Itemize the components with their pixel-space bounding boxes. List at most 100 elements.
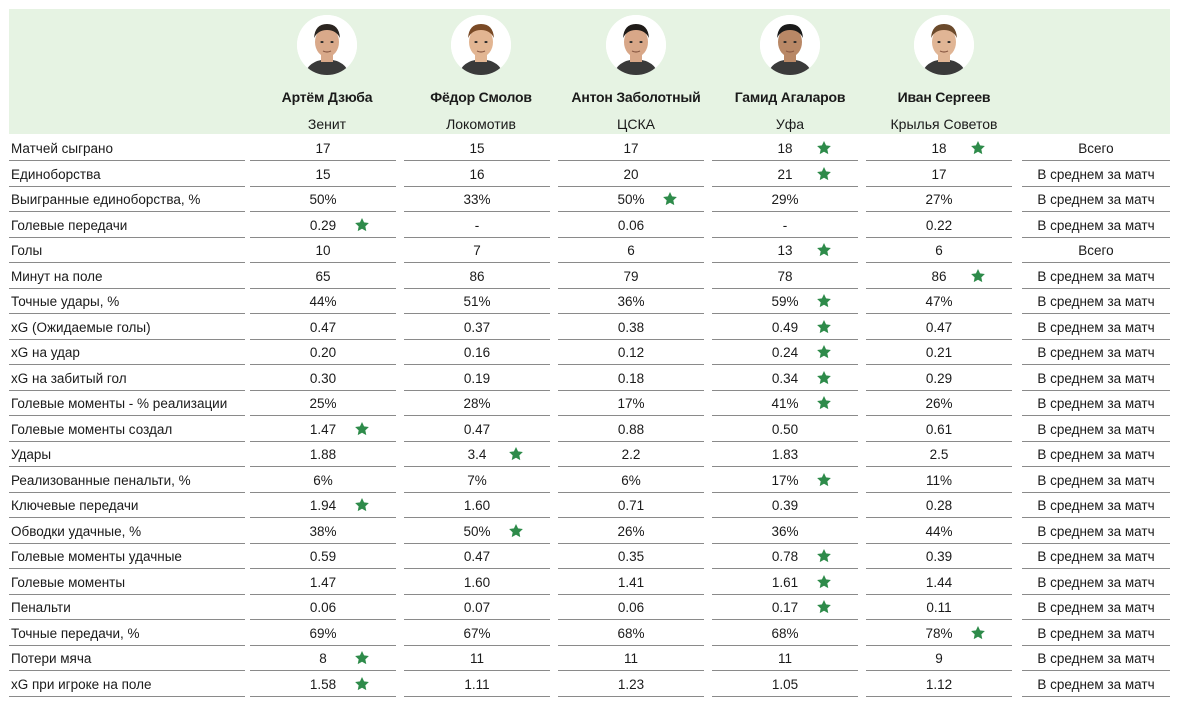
stat-value-cell: 11 <box>404 646 550 672</box>
stat-value: 27% <box>925 192 953 207</box>
stat-value-cell: 86 <box>866 264 1012 289</box>
table-row: Пенальти 0.06 0.07 0.06 0.17 0.11 В среднем за… <box>0 595 1178 621</box>
stats-table: Матчей сыграно 17 15 17 18 18 Всего Единоборств… <box>0 136 1178 697</box>
stat-value-cell: 6 <box>558 238 704 264</box>
stat-value-cell: 0.21 <box>866 340 1012 366</box>
stat-value: 0.18 <box>617 370 645 386</box>
stat-value-cell: 6% <box>558 468 704 493</box>
stat-value: 17 <box>315 141 331 156</box>
stat-value-cell: 9 <box>866 646 1012 672</box>
best-star-icon <box>816 598 832 614</box>
stat-value: 0.24 <box>771 345 799 360</box>
stat-label: Голы <box>9 238 245 264</box>
stat-value: 20 <box>623 166 639 182</box>
stat-label: Точные удары, % <box>9 289 245 315</box>
stat-value: 28% <box>463 396 491 411</box>
stat-value: 11 <box>469 651 484 666</box>
stat-value: 18 <box>931 141 947 156</box>
stat-value-cell: 0.29 <box>866 366 1012 391</box>
stat-value: 50% <box>309 192 337 207</box>
stat-value: 0.28 <box>925 498 953 513</box>
stat-value: 0.17 <box>771 600 799 615</box>
stat-value-cell: 59% <box>712 289 858 315</box>
stat-value-cell: 1.05 <box>712 672 858 697</box>
stat-value: 10 <box>315 243 331 258</box>
stat-value-cell: 18 <box>712 136 858 162</box>
stat-value-cell: 0.06 <box>558 213 704 238</box>
stat-value-cell: 67% <box>404 621 550 646</box>
stat-value: 0.39 <box>771 498 799 513</box>
stat-value-cell: 0.22 <box>866 213 1012 238</box>
stat-label: Обводки удачные, % <box>9 519 245 544</box>
stat-value-cell: 2.5 <box>866 442 1012 468</box>
stat-value-cell: 18 <box>866 136 1012 162</box>
stat-value: 26% <box>925 396 953 411</box>
stat-value-cell: 68% <box>712 621 858 646</box>
stat-value: 38% <box>309 523 337 539</box>
stat-value-cell: 38% <box>250 519 396 544</box>
stat-value: 33% <box>463 192 491 207</box>
stat-value: 1.41 <box>617 574 645 590</box>
stat-value: - <box>474 217 480 233</box>
stat-label: Голевые передачи <box>9 213 245 238</box>
stat-value: 78% <box>925 625 953 641</box>
stat-value-cell: 17 <box>558 136 704 162</box>
stat-value-cell: 0.47 <box>404 417 550 442</box>
stat-value-cell: 0.71 <box>558 493 704 519</box>
stat-value-cell: 51% <box>404 289 550 315</box>
player-club: Крылья Советов <box>890 116 998 132</box>
stat-value-cell: 0.47 <box>404 544 550 570</box>
stat-value-cell: 1.58 <box>250 672 396 697</box>
stat-value-cell: 36% <box>558 289 704 315</box>
player-name: Антон Заболотный <box>571 89 701 105</box>
stat-value-cell: 44% <box>250 289 396 315</box>
table-row: Голевые моменты - % реализации 25% 28% 17% 4… <box>0 391 1178 417</box>
table-row: Ключевые передачи 1.94 1.60 0.71 0.39 0.28 В с… <box>0 493 1178 519</box>
player-name: Фёдор Смолов <box>430 89 532 105</box>
player-club: Зенит <box>307 116 347 132</box>
stat-label: xG (Ожидаемые голы) <box>9 315 245 340</box>
table-row: Минут на поле 65 86 79 78 86 В среднем за матч <box>0 264 1178 290</box>
stat-value-cell: 0.59 <box>250 544 396 570</box>
stat-value-cell: 0.06 <box>250 595 396 621</box>
stat-value-cell: 1.60 <box>404 493 550 519</box>
stat-value-cell: 6% <box>250 468 396 493</box>
player-column-5: Иван Сергеев Крылья Советов <box>866 9 1022 134</box>
stat-value-cell: 1.47 <box>250 570 396 595</box>
best-star-icon <box>508 522 524 538</box>
stat-value: 0.71 <box>617 498 645 513</box>
stat-value: 29% <box>771 192 799 207</box>
stat-label: xG на удар <box>9 340 245 366</box>
stat-label: xG при игроке на поле <box>9 672 245 697</box>
stat-value-cell: 3.4 <box>404 442 550 468</box>
stat-value-cell: 11 <box>712 646 858 672</box>
stat-label: Выигранные единоборства, % <box>9 187 245 213</box>
stat-value: 50% <box>463 523 491 539</box>
stat-value-cell: 0.47 <box>250 315 396 340</box>
stat-value-cell: 17 <box>866 162 1012 187</box>
stat-label: Точные передачи, % <box>9 621 245 646</box>
stat-value-cell: 0.37 <box>404 315 550 340</box>
stat-value-cell: 36% <box>712 519 858 544</box>
stat-value-cell: 86 <box>404 264 550 289</box>
stat-value: 68% <box>617 625 645 641</box>
stat-type: В среднем за матч <box>1022 213 1170 238</box>
stat-value-cell: 0.49 <box>712 315 858 340</box>
stat-value-cell: 15 <box>250 162 396 187</box>
stat-type: В среднем за матч <box>1022 187 1170 213</box>
best-star-icon <box>816 139 832 155</box>
stat-value-cell: 0.47 <box>866 315 1012 340</box>
best-star-icon <box>662 190 678 206</box>
stat-value: - <box>782 217 788 233</box>
stat-value: 86 <box>469 268 485 284</box>
stat-value: 0.16 <box>463 345 491 360</box>
stat-value-cell: 0.78 <box>712 544 858 570</box>
stat-value: 0.29 <box>925 370 953 386</box>
table-row: Единоборства 15 16 20 21 17 В среднем за матч <box>0 162 1178 188</box>
stat-type: В среднем за матч <box>1022 315 1170 340</box>
stat-value: 0.39 <box>925 549 953 564</box>
stat-value-cell: 20 <box>558 162 704 187</box>
stat-value-cell: 0.17 <box>712 595 858 621</box>
stat-value: 16 <box>469 166 485 182</box>
stat-value-cell: 44% <box>866 519 1012 544</box>
